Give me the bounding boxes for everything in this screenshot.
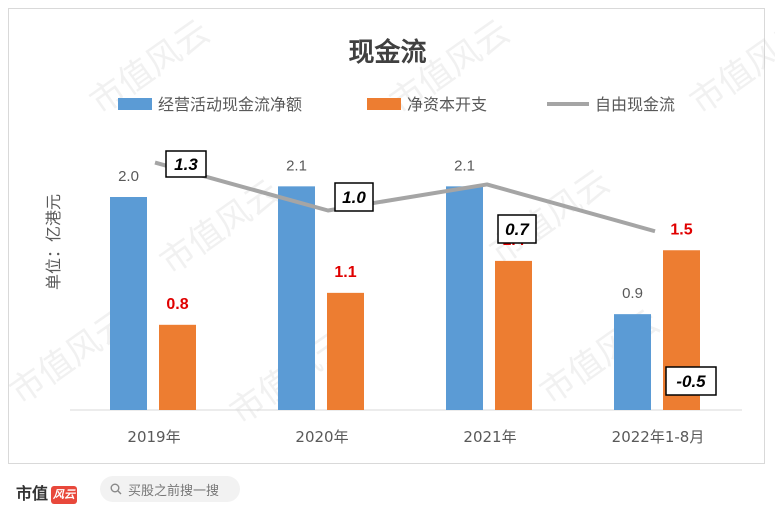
data-label-operating-cash-flow: 0.9 (622, 285, 643, 302)
data-label-net-capex: 1.1 (334, 264, 356, 281)
legend-label: 经营活动现金流净额 (158, 95, 302, 114)
chart-title: 现金流 (348, 38, 427, 68)
data-label-operating-cash-flow: 2.1 (454, 157, 475, 174)
bar-net-capex (159, 324, 196, 410)
search-input[interactable]: 买股之前搜一搜 (100, 476, 240, 502)
legend-swatch (118, 98, 152, 110)
x-tick-label: 2019年 (127, 428, 180, 446)
bar-operating-cash-flow (278, 186, 315, 410)
data-label-operating-cash-flow: 2.1 (286, 157, 307, 174)
legend-label: 净资本开支 (407, 95, 487, 114)
data-label-box-free-cash-flow (497, 214, 537, 244)
data-label-free-cash-flow: 0.7 (505, 220, 530, 239)
data-label-net-capex: 0.8 (166, 296, 188, 313)
legend-label: 自由现金流 (595, 95, 675, 114)
bar-net-capex (327, 292, 364, 410)
footer-bar: 市值 风云 买股之前搜一搜 (0, 466, 775, 514)
bar-net-capex (495, 260, 532, 410)
data-label-box-free-cash-flow (665, 366, 717, 396)
brand-logo-mark: 风云 (51, 485, 78, 504)
search-icon (110, 483, 122, 495)
data-label-free-cash-flow: -0.5 (676, 372, 706, 391)
legend-swatch (367, 98, 401, 110)
data-label-box-free-cash-flow (165, 150, 207, 178)
chart-canvas: 经营活动现金流净额 净资本开支 自由现金流 2.0 0.8 2019年 2.1 1.1 2020… (70, 95, 742, 446)
bar-operating-cash-flow (110, 197, 147, 410)
data-label-box-free-cash-flow (334, 182, 374, 212)
brand-logo[interactable]: 市值 风云 (16, 480, 78, 504)
brand-name: 市值 (16, 484, 49, 503)
data-label-free-cash-flow: 1.0 (342, 188, 366, 207)
data-label-net-capex: 1.5 (670, 221, 692, 238)
search-placeholder: 买股之前搜一搜 (128, 483, 220, 499)
bar-operating-cash-flow (614, 314, 651, 410)
bar-operating-cash-flow (446, 186, 483, 410)
x-tick-label: 2022年1-8月 (612, 428, 705, 446)
data-label-free-cash-flow: 1.3 (174, 155, 198, 174)
x-tick-label: 2021年 (463, 428, 516, 446)
data-label-operating-cash-flow: 2.0 (118, 168, 139, 185)
line-free-cash-flow (154, 160, 656, 234)
x-tick-label: 2020年 (295, 428, 348, 446)
